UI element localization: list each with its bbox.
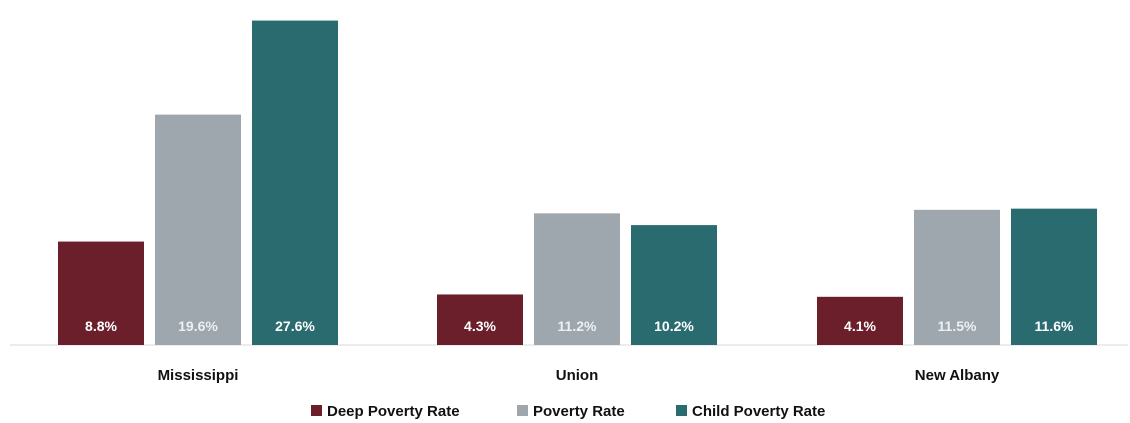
bar-new-albany-child-poverty-rate xyxy=(1011,208,1097,345)
category-label-union: Union xyxy=(556,367,599,384)
legend-swatch-deep-poverty-rate xyxy=(311,405,322,416)
bar-new-albany-deep-poverty-rate xyxy=(817,296,903,345)
legend-swatch-child-poverty-rate xyxy=(676,405,687,416)
data-label-mississippi-poverty-rate: 19.6% xyxy=(178,318,218,334)
bar-union-poverty-rate xyxy=(534,213,620,345)
data-label-mississippi-child-poverty-rate: 27.6% xyxy=(275,318,315,334)
data-labels-layer: 8.8% 19.6% 27.6% 4.3% 11.2% 10.2% 4.1% 11.5% 11.… xyxy=(85,318,1074,334)
legend-item-poverty-rate: Poverty Rate xyxy=(517,403,625,420)
legend-swatch-poverty-rate xyxy=(517,405,528,416)
bar-mississippi-child-poverty-rate xyxy=(252,20,338,345)
data-label-new-albany-child-poverty-rate: 11.6% xyxy=(1035,318,1074,334)
legend-label-poverty-rate: Poverty Rate xyxy=(533,403,625,420)
data-label-mississippi-deep-poverty-rate: 8.8% xyxy=(85,318,117,334)
legend-label-child-poverty-rate: Child Poverty Rate xyxy=(692,403,825,420)
bar-new-albany-poverty-rate xyxy=(914,209,1000,345)
legend: Deep Poverty Rate Poverty Rate Child Pover… xyxy=(311,403,825,420)
bar-union-child-poverty-rate xyxy=(631,225,717,345)
legend-item-child-poverty-rate: Child Poverty Rate xyxy=(676,403,825,420)
data-label-union-child-poverty-rate: 10.2% xyxy=(654,318,694,334)
data-label-union-deep-poverty-rate: 4.3% xyxy=(464,318,496,334)
category-label-new-albany: New Albany xyxy=(915,367,1000,384)
data-label-new-albany-deep-poverty-rate: 4.1% xyxy=(844,318,876,334)
data-label-union-poverty-rate: 11.2% xyxy=(558,318,597,334)
bars-layer xyxy=(58,20,1097,345)
data-label-new-albany-poverty-rate: 11.5% xyxy=(938,318,977,334)
legend-label-deep-poverty-rate: Deep Poverty Rate xyxy=(327,403,460,420)
bar-mississippi-poverty-rate xyxy=(155,114,241,345)
category-label-mississippi: Mississippi xyxy=(158,367,239,384)
bar-mississippi-deep-poverty-rate xyxy=(58,241,144,345)
legend-item-deep-poverty-rate: Deep Poverty Rate xyxy=(311,403,460,420)
category-labels-layer: Mississippi Union New Albany xyxy=(158,367,1000,384)
bar-union-deep-poverty-rate xyxy=(437,294,523,345)
